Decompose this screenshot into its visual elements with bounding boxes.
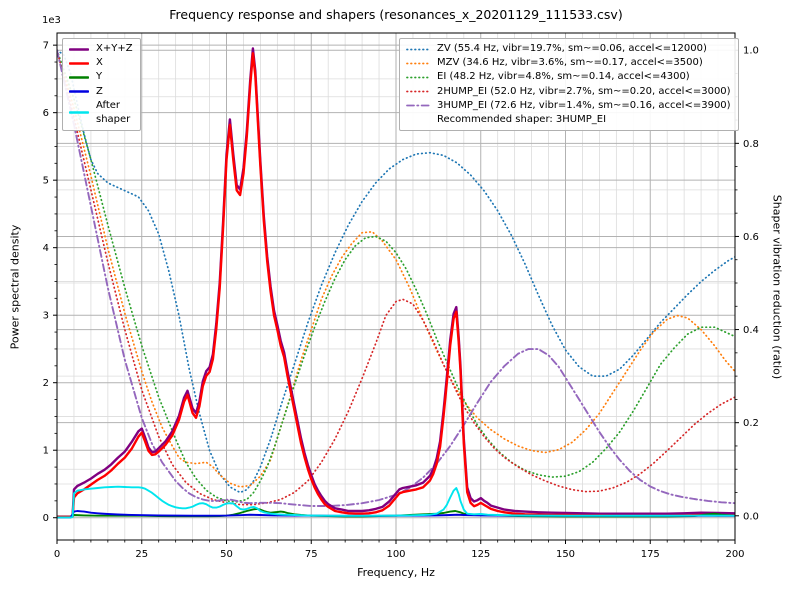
y-right-tick-label: 0.2 bbox=[743, 418, 759, 429]
y-right-tick-label: 0.6 bbox=[743, 232, 759, 243]
legend-label: MZV (34.6 Hz, vibr=3.6%, sm~=0.17, accel… bbox=[437, 57, 703, 69]
x-tick-label: 0 bbox=[54, 549, 60, 560]
y-left-tick-label: 4 bbox=[43, 243, 49, 254]
y-right-tick-label: 0.8 bbox=[743, 139, 759, 150]
x-axis-label: Frequency, Hz bbox=[357, 566, 435, 579]
y-right-tick-label: 0.0 bbox=[743, 511, 759, 522]
x-tick-label: 50 bbox=[220, 549, 233, 560]
series-line-2hump-ei bbox=[57, 49, 735, 506]
legend-label: 2HUMP_EI (52.0 Hz, vibr=2.7%, sm~=0.20, … bbox=[437, 85, 731, 97]
legend-line-sample bbox=[69, 111, 89, 115]
axis-ticks: 0 25 50 75 100 125 150 175 200 0 1 2 3 4 5 6 7 0.0 0.2 0.4 0… bbox=[43, 41, 759, 560]
legend-item: 3HUMP_EI (72.6 Hz, vibr=1.4%, sm~=0.16, … bbox=[406, 99, 731, 113]
x-tick-label: 25 bbox=[135, 549, 148, 560]
legend-item: MZV (34.6 Hz, vibr=3.6%, sm~=0.17, accel… bbox=[406, 56, 731, 70]
y-right-tick-label: 0.4 bbox=[743, 325, 759, 336]
legend-item: X bbox=[69, 56, 133, 70]
y-axis-label-left: Power spectral density bbox=[8, 224, 22, 350]
legend-line-sample bbox=[69, 47, 89, 51]
x-tick-label: 200 bbox=[725, 549, 744, 560]
series-line-after-shaper bbox=[57, 485, 735, 519]
y-left-tick-label: 2 bbox=[43, 378, 49, 389]
x-tick-label: 100 bbox=[386, 549, 405, 560]
legend-item: After shaper bbox=[69, 99, 133, 127]
legend-item: ZV (55.4 Hz, vibr=19.7%, sm~=0.06, accel… bbox=[406, 42, 731, 56]
chart-title: Frequency response and shapers (resonanc… bbox=[169, 7, 623, 22]
legend-label: 3HUMP_EI (72.6 Hz, vibr=1.4%, sm~=0.16, … bbox=[437, 99, 731, 111]
legend-label: Y bbox=[96, 71, 103, 83]
legend-line-sample bbox=[406, 104, 430, 107]
legend-label: X bbox=[96, 57, 103, 69]
y-left-tick-label: 3 bbox=[43, 311, 49, 322]
legend-item: Y bbox=[69, 70, 133, 84]
legend-line-sample bbox=[69, 90, 89, 93]
y-left-tick-label: 6 bbox=[43, 108, 49, 119]
legend-label: ZV (55.4 Hz, vibr=19.7%, sm~=0.06, accel… bbox=[437, 43, 707, 54]
legend-line-sample bbox=[406, 62, 430, 65]
y-left-tick-label: 1 bbox=[43, 446, 49, 457]
legend-line-sample bbox=[406, 48, 430, 50]
x-tick-label: 75 bbox=[305, 549, 318, 560]
y-axis-label-right: Shaper vibration reduction (ratio) bbox=[770, 194, 784, 380]
legend-label: EI (48.2 Hz, vibr=4.8%, sm~=0.14, accel<… bbox=[437, 71, 690, 83]
legend-shapers: ZV (55.4 Hz, vibr=19.7%, sm~=0.06, accel… bbox=[399, 38, 739, 132]
recommended-shaper-note: Recommended shaper: 3HUMP_EI bbox=[406, 113, 731, 127]
legend-item: 2HUMP_EI (52.0 Hz, vibr=2.7%, sm~=0.20, … bbox=[406, 85, 731, 99]
y-left-tick-label: 0 bbox=[43, 513, 49, 524]
legend-line-sample bbox=[406, 76, 430, 79]
x-tick-label: 125 bbox=[471, 549, 490, 560]
series-line-ei bbox=[57, 49, 735, 503]
legend-label: After shaper bbox=[96, 99, 131, 125]
x-tick-label: 150 bbox=[556, 549, 575, 560]
y-left-tick-label: 7 bbox=[43, 41, 49, 52]
legend-label: Z bbox=[96, 85, 103, 97]
curves bbox=[57, 47, 735, 519]
legend-item: EI (48.2 Hz, vibr=4.8%, sm~=0.14, accel<… bbox=[406, 70, 731, 84]
legend-line-sample bbox=[69, 76, 89, 79]
y-left-tick-label: 5 bbox=[43, 176, 49, 187]
legend-psd: X+Y+Z X Y Z After shaper bbox=[62, 38, 141, 132]
y-right-tick-label: 1.0 bbox=[743, 46, 759, 57]
legend-line-sample bbox=[69, 62, 89, 65]
legend-item: Z bbox=[69, 85, 133, 99]
y-axis-offset-label: 1e3 bbox=[42, 15, 61, 26]
legend-footer-label: Recommended shaper: 3HUMP_EI bbox=[437, 113, 607, 125]
legend-label: X+Y+Z bbox=[96, 43, 133, 54]
series-line-3hump-ei bbox=[57, 49, 735, 507]
series-line-mzv bbox=[57, 49, 735, 488]
legend-line-sample bbox=[406, 90, 430, 93]
x-tick-label: 175 bbox=[641, 549, 660, 560]
legend-item: X+Y+Z bbox=[69, 42, 133, 56]
series-line-x bbox=[57, 52, 735, 519]
